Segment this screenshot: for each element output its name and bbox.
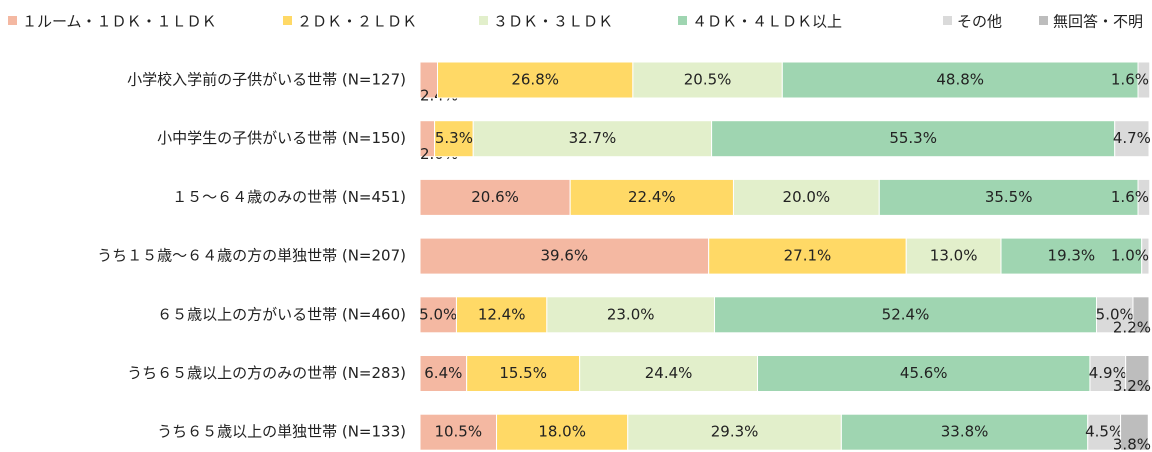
value-label: 19.3% (1048, 247, 1096, 265)
category-label: うち６５歳以上の方のみの世帯 (N=283) (127, 364, 406, 382)
category-label: うち６５歳以上の単独世帯 (N=133) (157, 423, 406, 441)
value-label: 15.5% (499, 364, 547, 382)
value-label: 45.6% (900, 364, 948, 382)
legend-swatch (678, 16, 687, 25)
legend-swatch (943, 16, 952, 25)
value-label: 6.4% (424, 364, 462, 382)
value-label: 27.1% (784, 247, 832, 265)
legend-swatch (8, 16, 17, 25)
value-label: 33.8% (941, 423, 989, 441)
value-label: 39.6% (541, 247, 589, 265)
bar-segment (472, 120, 713, 158)
value-label: 1.0% (1111, 247, 1149, 265)
value-label: 18.0% (538, 423, 586, 441)
category-label: うち１５歳～６４歳の方の単独世帯 (N=207) (97, 247, 406, 265)
bar-segment (757, 355, 1091, 392)
value-label: 1.6% (1111, 188, 1149, 206)
bar-segment (1125, 355, 1150, 392)
value-label: 1.6% (1111, 71, 1149, 89)
value-label: 55.3% (889, 129, 937, 147)
value-label: 20.6% (471, 188, 519, 206)
legend-swatch (283, 16, 292, 25)
bar-segment (1120, 413, 1149, 451)
category-label: 小中学生の子供がいる世帯 (N=150) (157, 129, 406, 147)
category-label: ６５歳以上の方がいる世帯 (N=460) (157, 305, 406, 323)
legend-label: ２ＤＫ・２ＬＤＫ (297, 13, 417, 31)
bar-segment (781, 61, 1139, 99)
legend-swatch (479, 16, 488, 25)
value-label: 35.5% (985, 188, 1033, 206)
value-label: 5.3% (435, 129, 473, 147)
value-label: 32.7% (569, 129, 617, 147)
value-label: 5.0% (1096, 305, 1134, 323)
value-label: 12.4% (478, 305, 526, 323)
value-label: 4.7% (1113, 129, 1151, 147)
bar-segment (419, 355, 468, 392)
value-label: 3.8% (1113, 436, 1151, 452)
value-label: 22.4% (628, 188, 676, 206)
value-label: 4.5% (1085, 423, 1123, 441)
value-label: 13.0% (930, 247, 978, 265)
bar-segment (419, 237, 710, 275)
bar-segment (627, 413, 842, 451)
bar-segment (1089, 355, 1127, 392)
bar-segment (732, 178, 880, 216)
legend-label: １ルーム・１ＤＫ・１ＬＤＫ (22, 13, 217, 31)
legend-label: ３ＤＫ・３ＬＤＫ (493, 13, 613, 31)
legend-label: 無回答・不明 (1053, 13, 1143, 31)
value-label: 24.4% (645, 364, 693, 382)
bar-segment (419, 296, 457, 334)
bar-segment (546, 296, 716, 334)
bar-segment (1087, 413, 1122, 451)
category-label: 小学校入学前の子供がいる世帯 (N=127) (127, 71, 406, 89)
bar-segment (1132, 296, 1150, 334)
legend-swatch (1039, 16, 1048, 25)
value-label: 48.8% (936, 71, 984, 89)
value-label: 5.0% (419, 305, 457, 323)
bar-segment (1114, 120, 1150, 158)
bar-segment (436, 61, 634, 99)
legend-label: ４ＤＫ・４ＬＤＫ以上 (692, 13, 842, 31)
bar-segment (434, 120, 474, 158)
bar-segment (1141, 237, 1150, 275)
bar-segment (711, 120, 1116, 158)
bar-segment (579, 355, 759, 392)
bar-segment (878, 178, 1139, 216)
bar-segment (569, 178, 734, 216)
bar-segment (1137, 61, 1151, 99)
bar-segment (1137, 178, 1151, 216)
bar-segment (1096, 296, 1134, 334)
value-label: 2.2% (1113, 318, 1151, 336)
value-label: 26.8% (511, 71, 559, 89)
bar-segment (714, 296, 1098, 334)
value-label: 10.5% (434, 423, 482, 441)
value-label: 20.5% (684, 71, 732, 89)
category-label: １５～６４歳のみの世帯 (N=451) (172, 188, 406, 206)
bar-segment (455, 296, 548, 334)
value-label: 3.2% (1113, 377, 1151, 395)
value-label: 4.9% (1089, 364, 1127, 382)
legend-label: その他 (957, 13, 1002, 31)
value-label: 29.3% (711, 423, 759, 441)
value-label: 23.0% (607, 305, 655, 323)
bar-segment (496, 413, 629, 451)
bar-segment (419, 413, 498, 451)
value-label: 52.4% (882, 305, 930, 323)
value-label: 20.0% (783, 188, 831, 206)
